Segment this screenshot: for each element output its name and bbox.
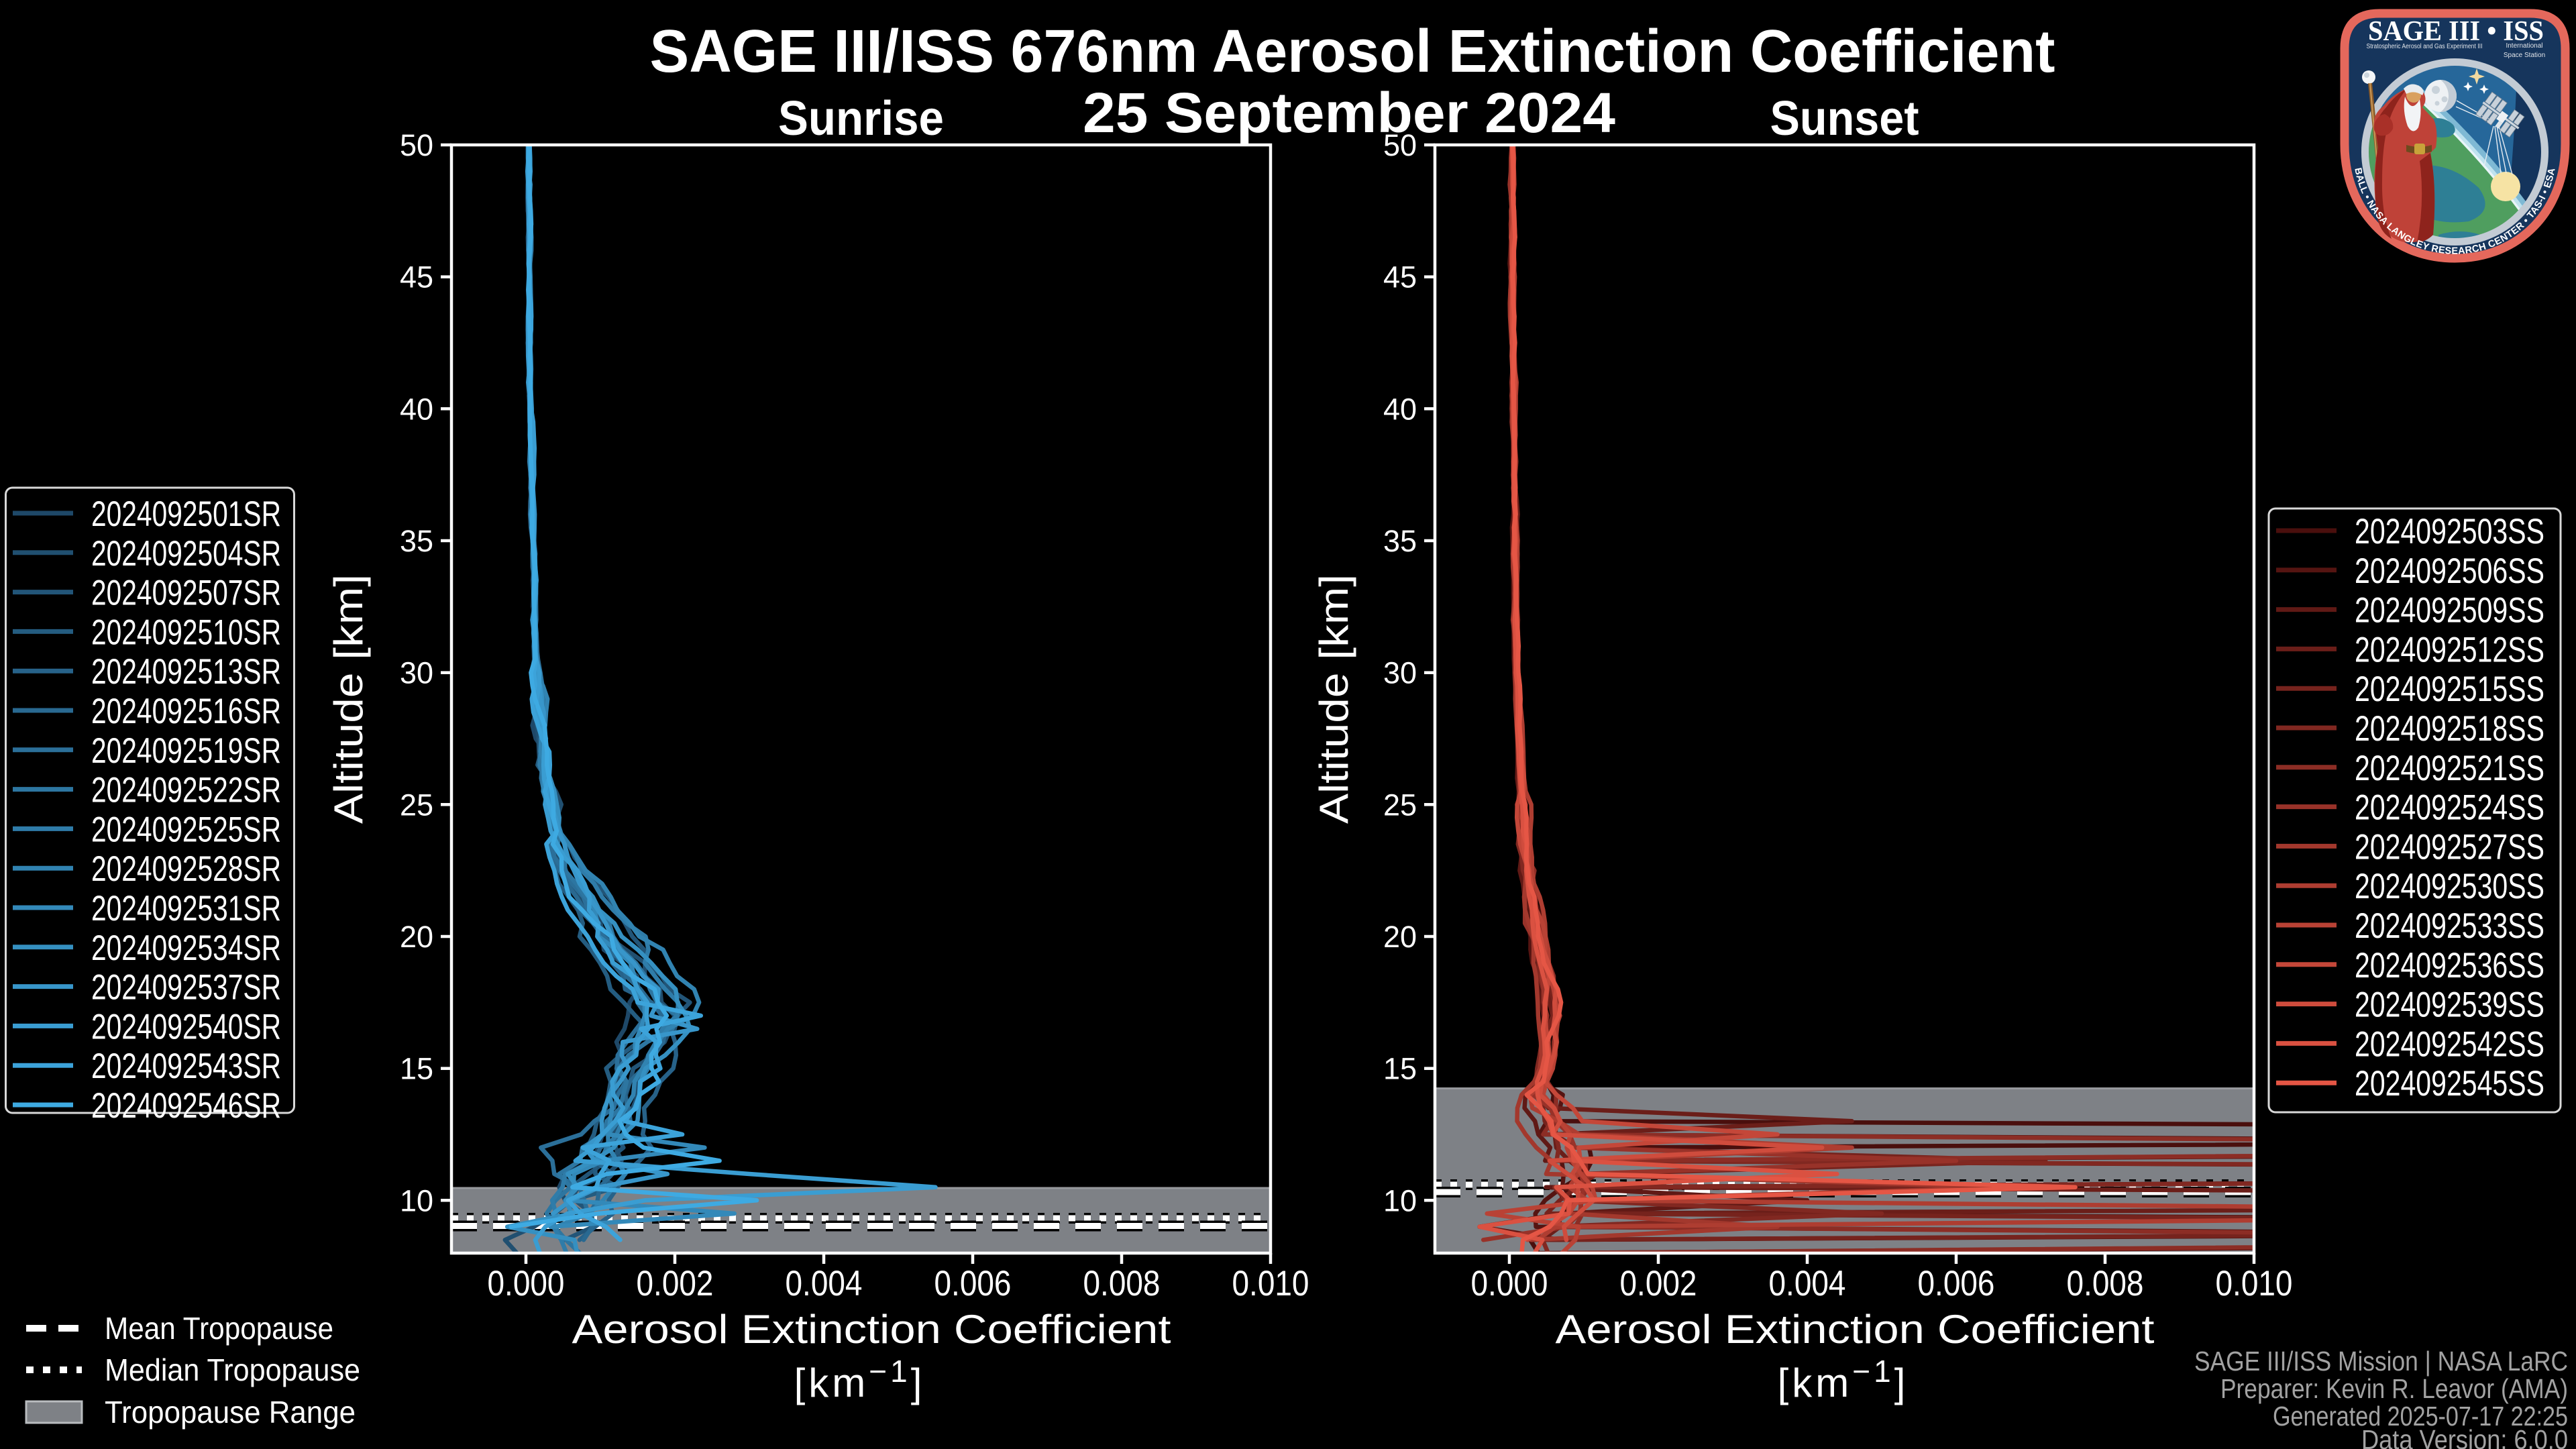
svg-text:50: 50 bbox=[1383, 128, 1417, 162]
svg-text:International: International bbox=[2506, 42, 2542, 50]
svg-text:2024092530SS: 2024092530SS bbox=[2355, 867, 2544, 906]
svg-text:50: 50 bbox=[400, 128, 433, 162]
svg-text:Preparer: Kevin R. Leavor (AMA: Preparer: Kevin R. Leavor (AMA) bbox=[2220, 1373, 2568, 1404]
svg-text:30: 30 bbox=[400, 656, 433, 690]
svg-text:35: 35 bbox=[1383, 524, 1417, 558]
svg-text:2024092501SR: 2024092501SR bbox=[91, 494, 281, 534]
svg-text:Sunset: Sunset bbox=[1770, 92, 1919, 146]
svg-text:2024092528SR: 2024092528SR bbox=[91, 849, 281, 889]
svg-text:Median Tropopause: Median Tropopause bbox=[105, 1352, 360, 1387]
svg-text:SAGE III • ISS: SAGE III • ISS bbox=[2368, 16, 2544, 47]
svg-text:2024092533SS: 2024092533SS bbox=[2355, 906, 2544, 946]
svg-text:2024092521SS: 2024092521SS bbox=[2355, 749, 2544, 788]
svg-text:2024092539SS: 2024092539SS bbox=[2355, 985, 2544, 1025]
svg-text:0.008: 0.008 bbox=[2067, 1264, 2144, 1303]
svg-text:Mean Tropopause: Mean Tropopause bbox=[105, 1311, 333, 1346]
svg-text:2024092506SS: 2024092506SS bbox=[2355, 551, 2544, 591]
svg-text:0.008: 0.008 bbox=[1083, 1264, 1161, 1303]
svg-text:0.004: 0.004 bbox=[786, 1264, 863, 1303]
svg-text:2024092531SR: 2024092531SR bbox=[91, 889, 281, 928]
svg-text:2024092542SS: 2024092542SS bbox=[2355, 1024, 2544, 1064]
svg-text:20: 20 bbox=[400, 920, 433, 954]
svg-text:15: 15 bbox=[400, 1052, 433, 1086]
svg-text:15: 15 bbox=[1383, 1052, 1417, 1086]
svg-text:2024092512SS: 2024092512SS bbox=[2355, 630, 2544, 669]
svg-text:2024092515SS: 2024092515SS bbox=[2355, 669, 2544, 709]
svg-text:40: 40 bbox=[1383, 392, 1417, 426]
svg-text:10: 10 bbox=[1383, 1183, 1417, 1218]
svg-text:45: 45 bbox=[400, 260, 433, 294]
svg-text:30: 30 bbox=[1383, 656, 1417, 690]
svg-text:2024092537SR: 2024092537SR bbox=[91, 968, 281, 1008]
svg-text:2024092519SR: 2024092519SR bbox=[91, 731, 281, 771]
svg-text:0.010: 0.010 bbox=[1232, 1264, 1309, 1303]
svg-text:SAGE III/ISS Mission | NASA La: SAGE III/ISS Mission | NASA LaRC bbox=[2194, 1346, 2568, 1377]
svg-text:Sunrise: Sunrise bbox=[778, 92, 944, 146]
svg-text:2024092546SR: 2024092546SR bbox=[91, 1086, 281, 1126]
svg-text:Aerosol Extinction Coefficient: Aerosol Extinction Coefficient bbox=[1556, 1307, 2155, 1352]
svg-text:2024092540SR: 2024092540SR bbox=[91, 1007, 281, 1046]
svg-text:25 September 2024: 25 September 2024 bbox=[1083, 81, 1615, 144]
svg-text:20: 20 bbox=[1383, 920, 1417, 954]
svg-text:2024092504SR: 2024092504SR bbox=[91, 534, 281, 574]
svg-text:0.006: 0.006 bbox=[1918, 1264, 1995, 1303]
svg-text:35: 35 bbox=[400, 524, 433, 558]
svg-text:Aerosol Extinction Coefficient: Aerosol Extinction Coefficient bbox=[572, 1307, 1171, 1352]
svg-text:25: 25 bbox=[1383, 788, 1417, 822]
svg-text:10: 10 bbox=[400, 1183, 433, 1218]
svg-text:SAGE III/ISS 676nm Aerosol Ext: SAGE III/ISS 676nm Aerosol Extinction Co… bbox=[650, 18, 2055, 85]
svg-text:2024092545SS: 2024092545SS bbox=[2355, 1064, 2544, 1104]
svg-text:2024092507SR: 2024092507SR bbox=[91, 574, 281, 613]
svg-text:2024092513SR: 2024092513SR bbox=[91, 652, 281, 692]
svg-text:Altitude [km]: Altitude [km] bbox=[1311, 574, 1356, 824]
svg-text:Data Version: 6.0.0: Data Version: 6.0.0 bbox=[2361, 1424, 2568, 1449]
svg-text:Stratospheric Aerosol and Gas: Stratospheric Aerosol and Gas Experiment… bbox=[2367, 43, 2483, 50]
svg-text:Space Station: Space Station bbox=[2504, 52, 2545, 59]
svg-text:2024092509SS: 2024092509SS bbox=[2355, 591, 2544, 631]
svg-text:0.006: 0.006 bbox=[934, 1264, 1012, 1303]
svg-text:2024092503SS: 2024092503SS bbox=[2355, 512, 2544, 551]
svg-text:2024092516SR: 2024092516SR bbox=[91, 692, 281, 731]
svg-text:2024092525SR: 2024092525SR bbox=[91, 810, 281, 849]
svg-text:2024092527SS: 2024092527SS bbox=[2355, 827, 2544, 867]
svg-text:2024092522SR: 2024092522SR bbox=[91, 771, 281, 810]
svg-text:40: 40 bbox=[400, 392, 433, 426]
svg-text:2024092524SS: 2024092524SS bbox=[2355, 788, 2544, 828]
svg-text:Generated 2025-07-17 22:25: Generated 2025-07-17 22:25 bbox=[2273, 1401, 2568, 1432]
svg-text:0.010: 0.010 bbox=[2216, 1264, 2293, 1303]
svg-text:0.000: 0.000 bbox=[1471, 1264, 1548, 1303]
svg-text:45: 45 bbox=[1383, 260, 1417, 294]
svg-text:25: 25 bbox=[400, 788, 433, 822]
svg-text:2024092518SS: 2024092518SS bbox=[2355, 709, 2544, 749]
svg-text:2024092534SR: 2024092534SR bbox=[91, 928, 281, 968]
svg-text:Altitude [km]: Altitude [km] bbox=[326, 574, 371, 824]
svg-text:2024092543SR: 2024092543SR bbox=[91, 1046, 281, 1086]
svg-text:2024092510SR: 2024092510SR bbox=[91, 612, 281, 652]
svg-text:0.004: 0.004 bbox=[1769, 1264, 1846, 1303]
svg-text:Tropopause Range: Tropopause Range bbox=[105, 1395, 356, 1430]
svg-text:0.002: 0.002 bbox=[637, 1264, 714, 1303]
svg-text:2024092536SS: 2024092536SS bbox=[2355, 946, 2544, 985]
svg-text:0.000: 0.000 bbox=[488, 1264, 565, 1303]
svg-text:0.002: 0.002 bbox=[1620, 1264, 1697, 1303]
